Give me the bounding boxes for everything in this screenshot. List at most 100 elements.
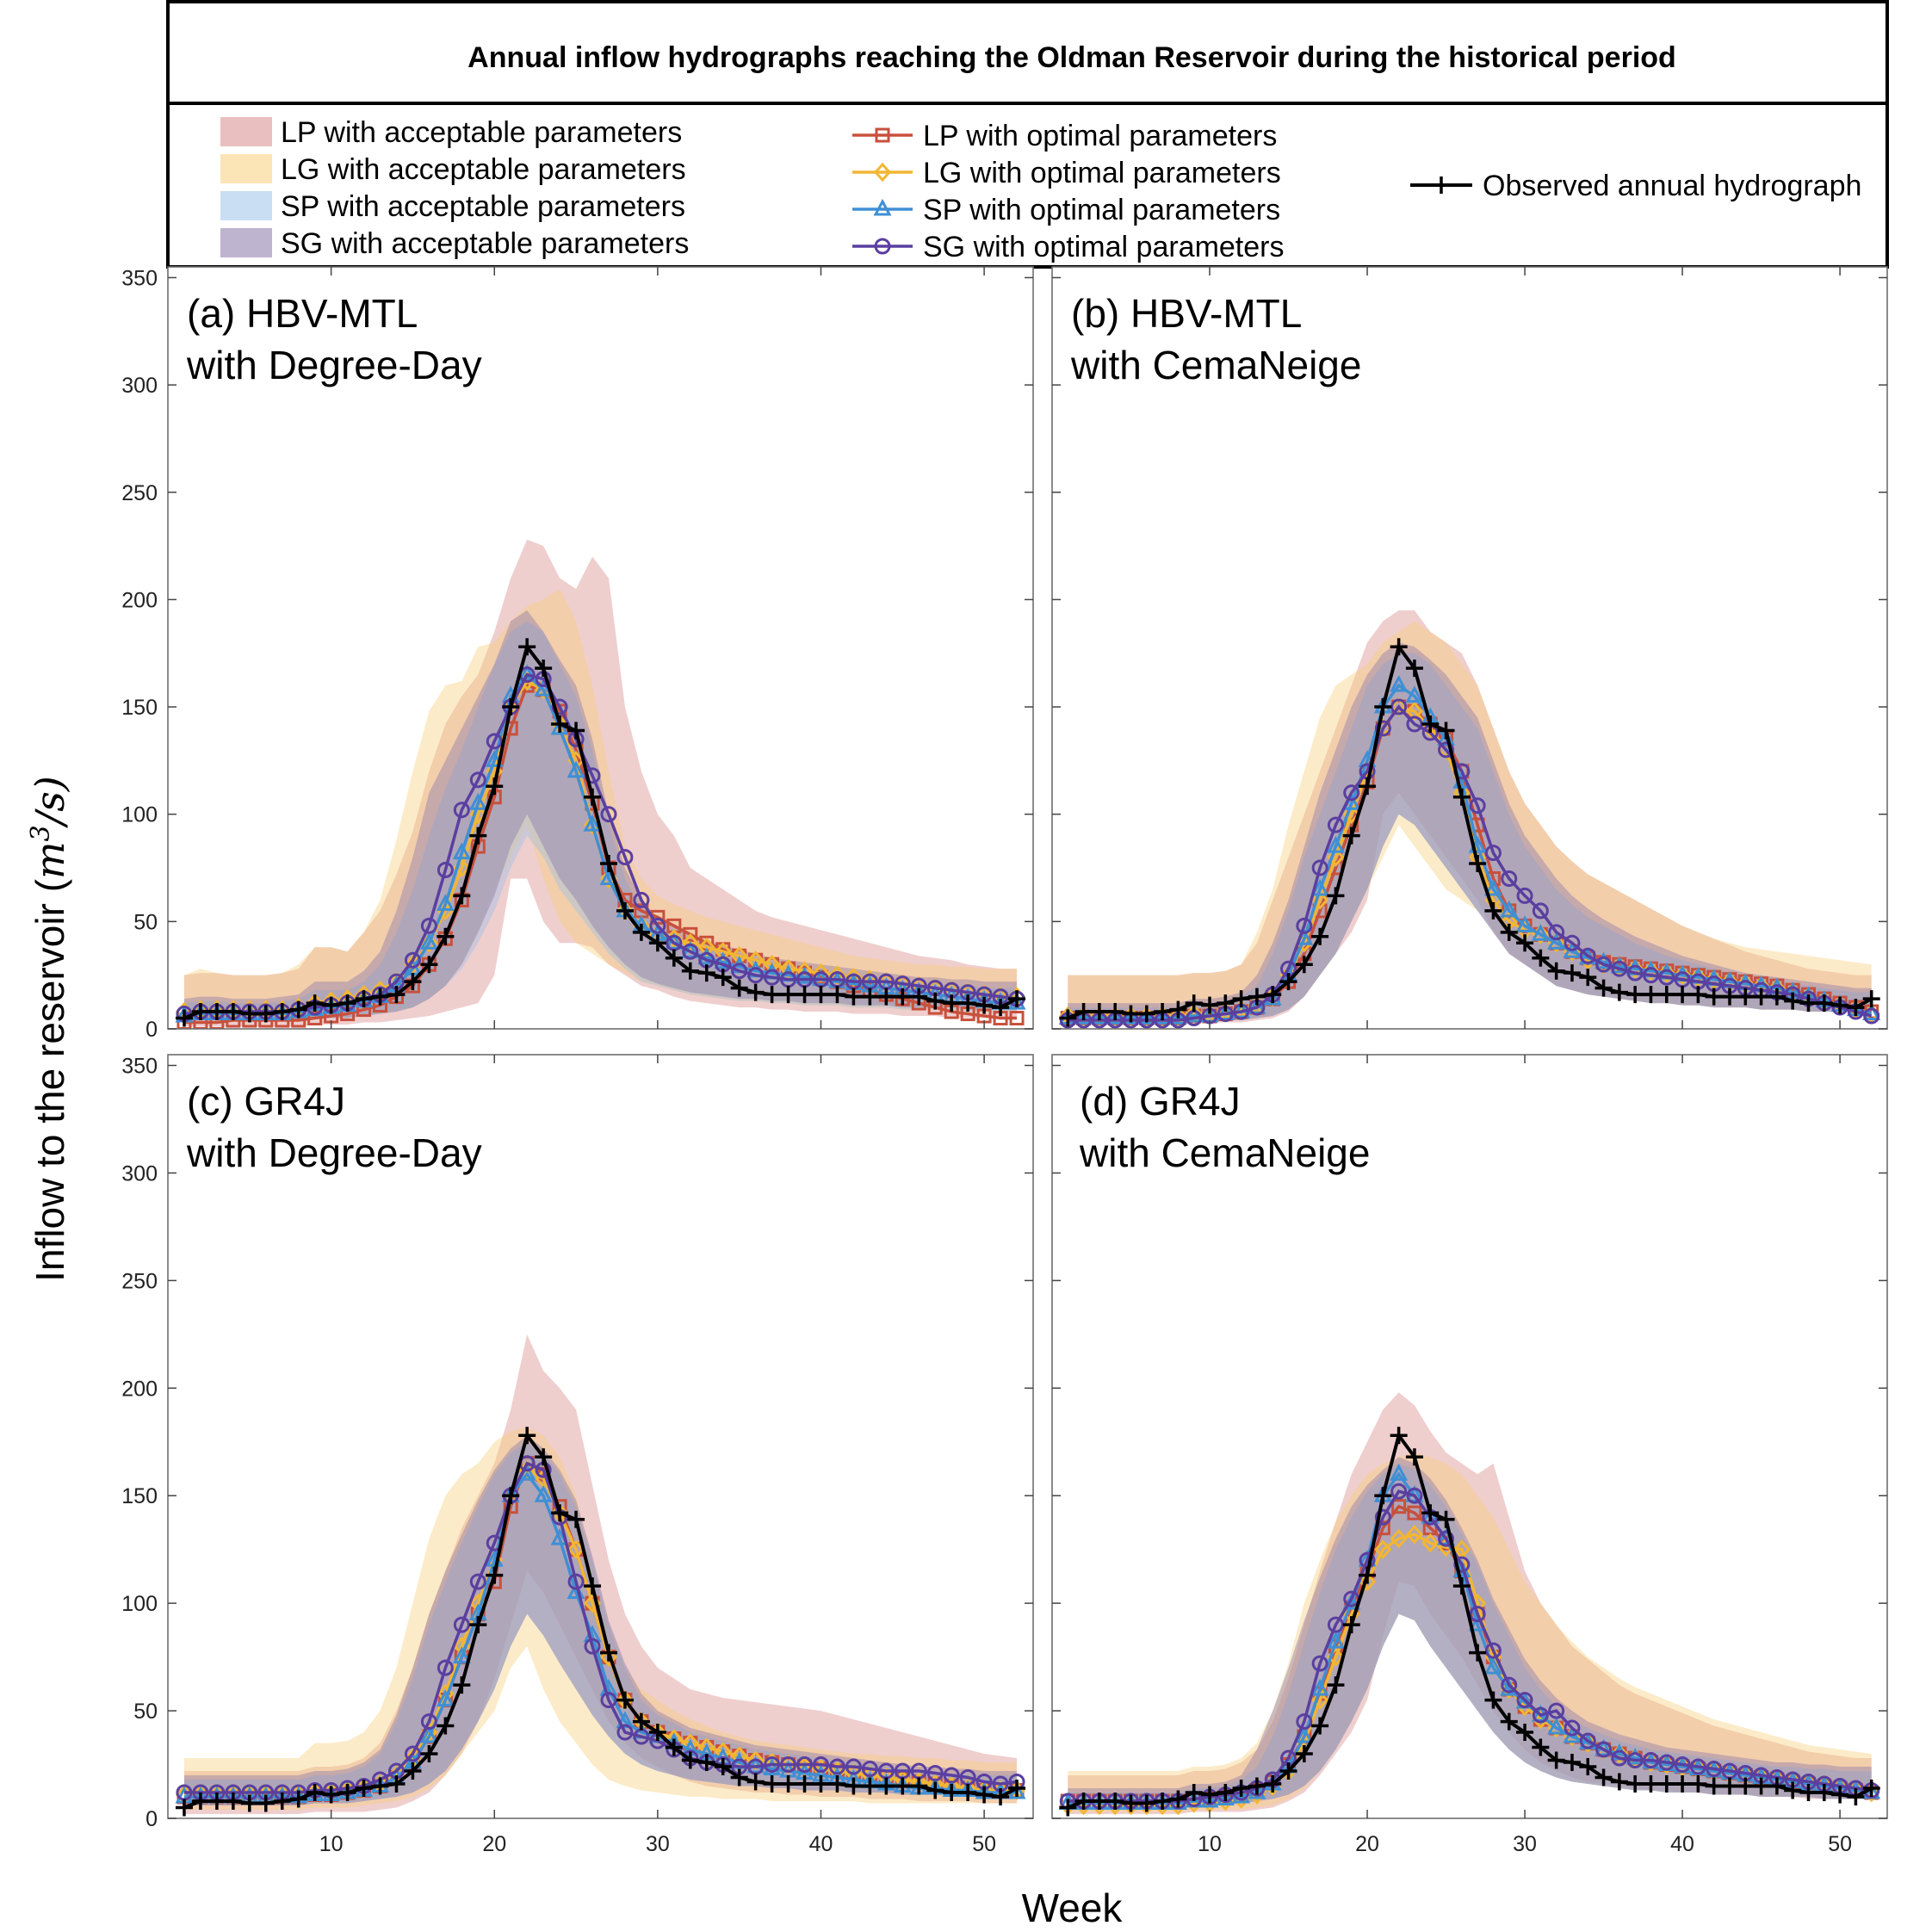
legend-item-line-sg: SG with optimal parameters — [852, 231, 1285, 263]
point-observed-week-10 — [1201, 1786, 1219, 1804]
point-sg-week-28 — [616, 1724, 634, 1741]
point-lp-week-28 — [1485, 870, 1501, 886]
point-observed-week-5 — [1122, 1005, 1140, 1023]
x-tick-label: 20 — [1355, 1832, 1379, 1856]
point-observed-week-45 — [894, 988, 912, 1006]
point-sg-week-15 — [404, 951, 421, 969]
point-sp-week-31 — [1531, 924, 1550, 941]
point-lp-week-32 — [683, 926, 698, 942]
point-sg-week-20 — [486, 733, 503, 750]
point-observed-week-43 — [861, 988, 879, 1006]
point-observed-week-2 — [1074, 1003, 1093, 1021]
point-observed-week-12 — [355, 1780, 373, 1798]
point-sp-week-3 — [1090, 1007, 1109, 1025]
legend-label: SG with optimal parameters — [923, 231, 1285, 263]
point-observed-week-25 — [1437, 1510, 1455, 1528]
point-observed-week-32 — [681, 962, 699, 980]
y-axis-label: Inflow to the reservoir (m3/s) — [26, 776, 74, 1282]
y-tick-label: 250 — [121, 481, 158, 505]
point-observed-week-13 — [1248, 1777, 1266, 1795]
point-observed-week-26 — [584, 788, 602, 806]
legend-item-observed: Observed annual hydrograph — [1410, 170, 1861, 202]
point-sg-week-42 — [1706, 1761, 1723, 1778]
point-observed-week-50 — [1831, 996, 1849, 1014]
point-observed-week-35 — [1595, 979, 1613, 997]
point-observed-week-16 — [420, 956, 438, 974]
point-sg-week-33 — [1564, 934, 1581, 951]
point-sp-week-37 — [1625, 1747, 1644, 1765]
point-observed-week-33 — [697, 1754, 715, 1772]
x-tick-label: 50 — [1828, 1832, 1852, 1856]
point-observed-week-16 — [420, 1745, 438, 1763]
point-observed-week-45 — [894, 1777, 912, 1795]
point-observed-week-5 — [1122, 1794, 1140, 1812]
point-observed-week-33 — [1563, 964, 1581, 982]
legend-items: LP with acceptable parameters LG with acc… — [220, 116, 1861, 263]
point-observed-week-36 — [1610, 1773, 1628, 1791]
point-observed-week-49 — [959, 1784, 977, 1802]
point-observed-week-1 — [1059, 1799, 1077, 1817]
point-observed-week-37 — [1626, 1775, 1644, 1793]
point-observed-week-37 — [763, 986, 781, 1004]
point-observed-week-47 — [1784, 992, 1802, 1010]
point-observed-week-41 — [1689, 1775, 1707, 1793]
point-observed-week-27 — [1469, 855, 1487, 873]
point-observed-week-44 — [877, 988, 895, 1006]
y-tick-label: 50 — [133, 1700, 158, 1724]
point-lg-week-22 — [1390, 1528, 1408, 1549]
point-observed-week-6 — [1137, 1005, 1155, 1023]
point-sp-week-20 — [485, 750, 504, 767]
point-sg-week-30 — [1516, 1692, 1533, 1709]
legend: LP with acceptable parameters LG with acc… — [166, 102, 1889, 269]
point-observed-week-22 — [518, 1427, 536, 1445]
point-observed-week-48 — [943, 994, 961, 1012]
point-sg-week-36 — [1611, 960, 1628, 977]
point-observed-week-6 — [257, 1005, 275, 1023]
point-sg-week-28 — [1484, 845, 1502, 862]
point-observed-week-11 — [338, 994, 356, 1012]
point-observed-week-16 — [1295, 956, 1313, 974]
point-observed-week-39 — [796, 1775, 814, 1793]
panel-label-line1: (d) GR4J — [1080, 1079, 1241, 1124]
legend-label: SG with acceptable parameters — [281, 227, 689, 260]
point-sp-week-22 — [1390, 674, 1409, 692]
point-observed-week-10 — [1201, 996, 1219, 1014]
point-sg-week-40 — [812, 1756, 829, 1774]
point-observed-week-3 — [1090, 1793, 1108, 1811]
point-lg-week-39 — [1657, 963, 1675, 983]
legend-label: LG with optimal parameters — [923, 157, 1281, 189]
point-observed-week-28 — [616, 901, 634, 920]
point-observed-week-45 — [1752, 988, 1770, 1006]
panel-frame — [167, 266, 1034, 1030]
point-lg-week-23 — [1405, 1524, 1423, 1545]
y-tick-label: 200 — [121, 1377, 158, 1401]
point-observed-week-15 — [404, 973, 422, 991]
point-observed-week-18 — [1327, 887, 1345, 905]
y-tick-label: 150 — [121, 1484, 158, 1508]
point-observed-week-1 — [175, 1799, 193, 1817]
y-axis-label-sup: 3 — [26, 825, 56, 841]
point-observed-week-28 — [1484, 1691, 1502, 1709]
panel-b: (b) HBV-MTL with CemaNeige — [1051, 266, 1888, 1030]
point-observed-week-33 — [1563, 1754, 1581, 1772]
point-observed-week-9 — [306, 1784, 324, 1802]
point-sg-week-22 — [1390, 1483, 1408, 1500]
point-observed-week-4 — [224, 1793, 242, 1811]
point-lg-week-38 — [1642, 961, 1660, 981]
point-observed-week-12 — [1232, 990, 1250, 1008]
point-observed-week-26 — [1452, 788, 1471, 806]
point-observed-week-19 — [1342, 827, 1360, 845]
band-lg — [183, 588, 1018, 1021]
point-observed-week-8 — [289, 1000, 307, 1019]
legend-marker-circle — [874, 238, 891, 255]
point-observed-week-23 — [1405, 1448, 1423, 1466]
point-observed-week-17 — [1311, 927, 1329, 945]
point-observed-week-11 — [338, 1784, 356, 1802]
point-observed-week-46 — [1768, 1777, 1786, 1795]
point-sp-week-23 — [534, 678, 553, 697]
point-observed-week-49 — [1815, 1784, 1833, 1802]
x-tick-label: 50 — [972, 1832, 996, 1856]
title-frame — [166, 0, 1889, 105]
point-sg-week-15 — [404, 1745, 421, 1762]
point-lg-week-16 — [420, 933, 438, 953]
